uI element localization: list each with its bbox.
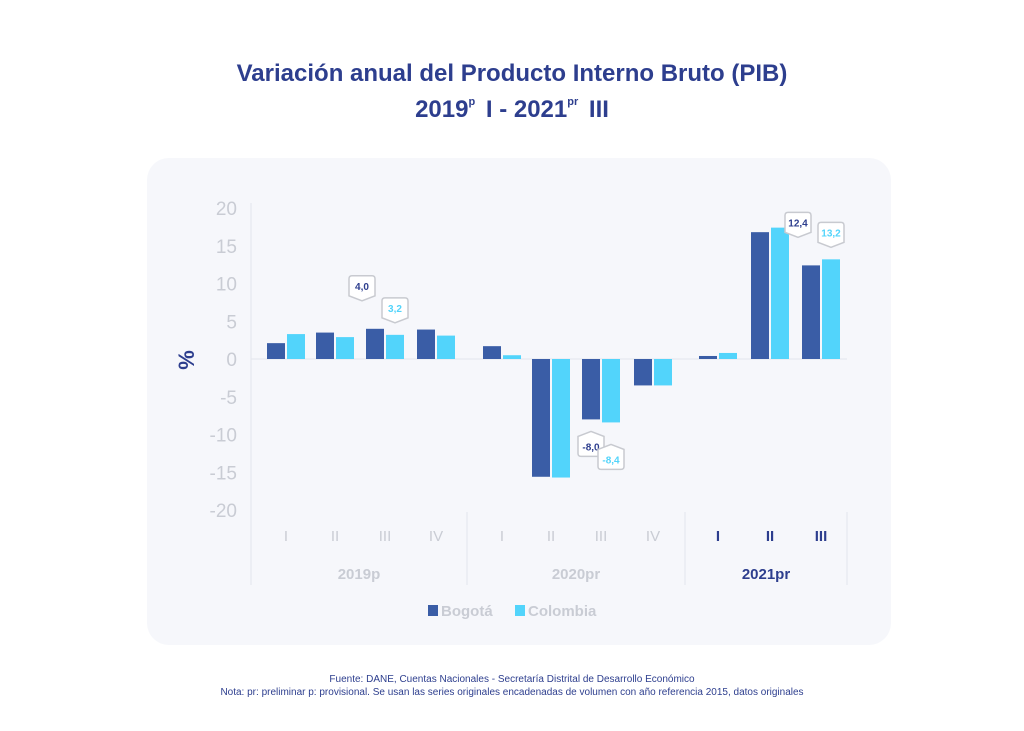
bar-colombia: [287, 334, 305, 359]
subtitle-end: III: [582, 96, 609, 123]
bar-bogota: [532, 359, 550, 477]
data-label-callout: [817, 221, 845, 249]
y-tick-label: -10: [210, 426, 237, 447]
y-tick-label: -5: [220, 388, 237, 409]
legend-label: Bogotá: [441, 603, 493, 620]
bar-colombia: [437, 335, 455, 359]
x-group-label: 2020pr: [552, 566, 601, 583]
bar-colombia: [719, 352, 737, 359]
source-note: Fuente: DANE, Cuentas Nacionales - Secre…: [329, 674, 695, 685]
data-label: 13,2: [821, 228, 841, 239]
bar-colombia: [552, 359, 570, 478]
bar-bogota: [366, 328, 384, 359]
data-label: 3,2: [388, 304, 402, 315]
y-tick-label: 15: [216, 237, 237, 258]
subtitle-middle: I - 2021: [479, 96, 568, 123]
bar-bogota: [483, 346, 501, 359]
chart-title: Variación anual del Producto Interno Bru…: [236, 60, 788, 87]
y-tick-label: 5: [226, 312, 237, 333]
subtitle-sup-p: p: [468, 96, 476, 108]
bar-bogota: [267, 343, 285, 359]
x-tick-label: III: [815, 528, 828, 545]
y-tick-label: 10: [216, 275, 237, 296]
data-label-callout: [348, 275, 376, 302]
bar-bogota: [417, 329, 435, 359]
x-tick-label: III: [595, 528, 608, 545]
x-tick-label: I: [716, 528, 720, 545]
bar-colombia: [602, 359, 620, 423]
x-tick-label: II: [766, 528, 774, 545]
x-tick-label: II: [547, 528, 555, 545]
data-label-callout: [784, 211, 812, 239]
x-group-label: 2019p: [338, 566, 381, 583]
bar-colombia: [654, 359, 672, 386]
data-label: -8,4: [602, 455, 620, 466]
data-label: 4,0: [355, 282, 369, 293]
data-label-callout: [597, 443, 625, 471]
x-tick-label: I: [500, 528, 504, 545]
x-tick-label: II: [331, 528, 339, 545]
bar-bogota: [582, 359, 600, 420]
subtitle-year-start: 2019: [415, 96, 469, 123]
chart-subtitle: 2019p I - 2021pr III: [0, 88, 1024, 124]
x-tick-label: III: [379, 528, 392, 545]
bar-bogota: [699, 355, 717, 359]
legend-swatch-colombia: [515, 605, 525, 616]
bar-bogota: [634, 359, 652, 386]
bar-colombia: [822, 259, 840, 359]
y-tick-label: -15: [210, 463, 237, 484]
bar-bogota: [316, 332, 334, 359]
x-tick-label: IV: [429, 528, 443, 545]
bar-bogota: [802, 265, 820, 359]
data-label: -8,0: [582, 442, 600, 453]
bar-colombia: [771, 227, 789, 359]
bar-bogota: [751, 232, 769, 359]
y-tick-label: 20: [216, 199, 237, 220]
bar-colombia: [336, 337, 354, 359]
legend-label: Colombia: [528, 603, 597, 620]
legend-swatch-bogota: [428, 605, 438, 616]
subtitle-sup-pr: pr: [567, 96, 579, 108]
y-tick-label: -20: [210, 501, 237, 522]
x-group-label: 2021pr: [742, 566, 791, 583]
x-tick-label: IV: [646, 528, 660, 545]
data-label-callout: [381, 297, 409, 324]
x-tick-label: I: [284, 528, 288, 545]
bar-colombia: [503, 355, 521, 359]
data-label: 12,4: [788, 218, 808, 229]
bar-colombia: [386, 334, 404, 359]
y-axis-label: %: [174, 350, 199, 370]
footnote: Nota: pr: preliminar p: provisional. Se …: [220, 687, 804, 698]
y-tick-label: 0: [226, 350, 237, 371]
